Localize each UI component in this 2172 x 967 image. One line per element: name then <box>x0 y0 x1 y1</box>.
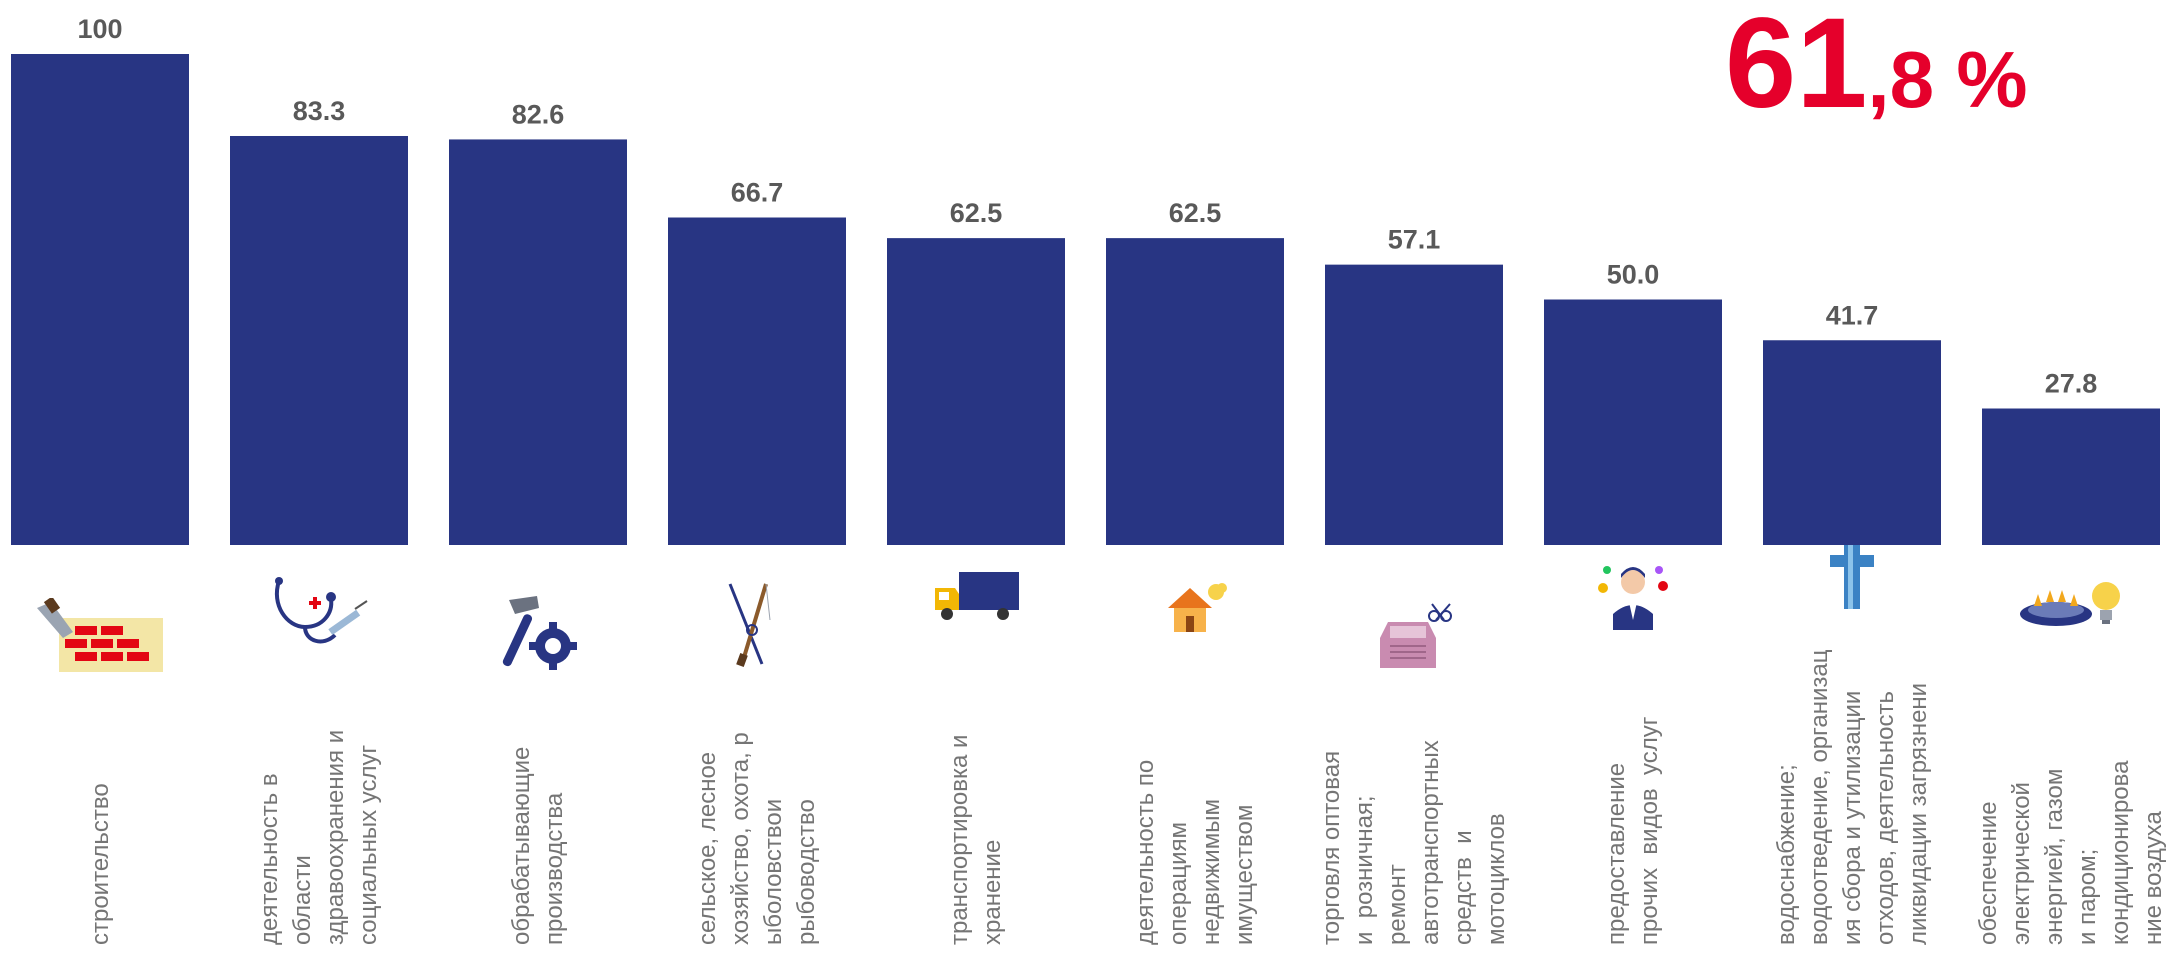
value-label-9: 41.7 <box>1826 300 1879 330</box>
value-label-1: 100 <box>77 14 122 44</box>
bar-2 <box>230 135 408 545</box>
bar-8 <box>1544 299 1722 545</box>
gas-burner-lightbulb-icon <box>2016 572 2126 647</box>
bar-4 <box>668 217 846 546</box>
bar-1 <box>11 54 189 545</box>
stethoscope-syringe-icon <box>269 575 369 660</box>
value-label-8: 50.0 <box>1607 260 1660 290</box>
bar-10 <box>1982 408 2160 545</box>
hammer-gear-icon <box>493 588 583 683</box>
bar-9 <box>1763 340 1941 545</box>
water-pipe-icon <box>1822 545 1882 620</box>
car-scissors-icon <box>1374 602 1454 687</box>
value-label-3: 82.6 <box>512 99 565 129</box>
value-label-6: 62.5 <box>1169 198 1222 228</box>
bricks-trowel-icon <box>35 596 165 683</box>
value-label-5: 62.5 <box>950 198 1003 228</box>
fishing-rod-rifle-icon <box>722 580 792 675</box>
overall-percentage-integer: 61 <box>1725 0 1868 135</box>
value-label-4: 66.7 <box>731 178 784 208</box>
delivery-truck-icon <box>931 568 1021 633</box>
house-icon <box>1160 580 1230 645</box>
bar-7 <box>1325 264 1503 545</box>
value-label-10: 27.8 <box>2045 369 2098 399</box>
value-label-7: 57.1 <box>1388 225 1441 255</box>
bar-5 <box>887 238 1065 545</box>
overall-percentage: 61,8 % <box>1725 0 2027 140</box>
bar-6 <box>1106 238 1284 545</box>
bar-3 <box>449 139 627 545</box>
person-services-icon <box>1593 558 1673 643</box>
value-label-2: 83.3 <box>293 96 346 126</box>
overall-percentage-fraction: ,8 % <box>1867 35 2028 124</box>
